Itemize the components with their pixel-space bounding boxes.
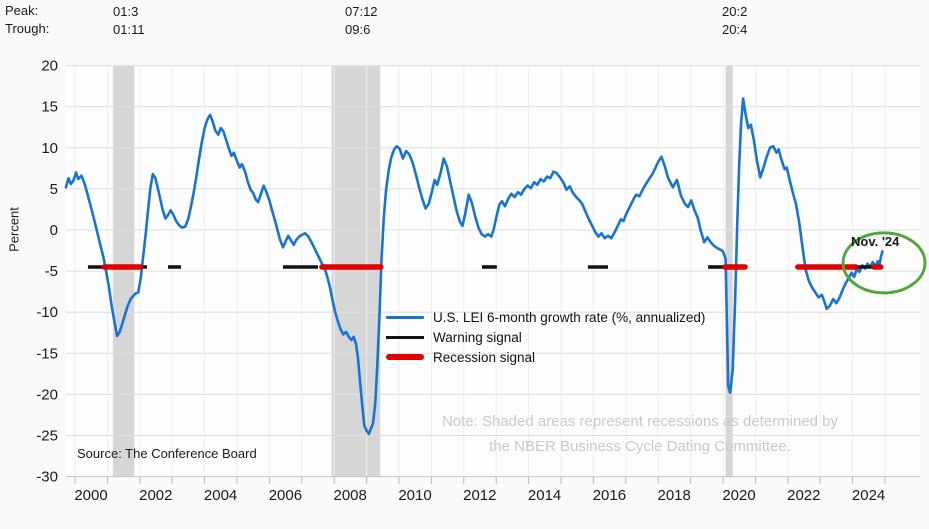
trough-row-label: Trough: (5, 21, 50, 36)
svg-text:10: 10 (41, 140, 58, 157)
svg-text:2006: 2006 (269, 487, 302, 504)
peak-date: 01:3 (113, 4, 139, 19)
trough-date: 20:4 (722, 22, 748, 37)
svg-text:2018: 2018 (658, 487, 691, 504)
svg-text:2004: 2004 (204, 487, 237, 504)
svg-text:2012: 2012 (463, 487, 496, 504)
svg-text:2008: 2008 (334, 487, 367, 504)
legend-item-lei: U.S. LEI 6-month growth rate (%, annuali… (386, 307, 705, 327)
svg-text:-25: -25 (36, 428, 58, 445)
note-line-1: Note: Shaded areas represent recessions … (441, 413, 839, 430)
svg-text:2014: 2014 (528, 487, 561, 504)
source-text: Source: The Conference Board (77, 446, 257, 461)
legend-item-warning: Warning signal (386, 327, 705, 347)
svg-text:2010: 2010 (398, 487, 431, 504)
svg-text:2020: 2020 (722, 487, 755, 504)
svg-text:-30: -30 (36, 469, 58, 486)
svg-text:2022: 2022 (787, 487, 820, 504)
peak-date: 07:12 (345, 4, 378, 19)
svg-text:-5: -5 (45, 263, 58, 280)
trough-date: 09:6 (345, 22, 371, 37)
svg-text:2002: 2002 (139, 487, 172, 504)
y-axis-title: Percent (6, 207, 22, 252)
recession-dates-2008: 07:12 09:6 (345, 3, 378, 39)
svg-text:5: 5 (50, 181, 58, 198)
svg-text:-10: -10 (36, 304, 58, 321)
svg-text:2024: 2024 (852, 487, 885, 504)
recession-dates-2020: 20:2 20:4 (722, 3, 747, 39)
note-line-2: the NBER Business Cycle Dating Committee… (489, 438, 791, 455)
legend-item-recession: Recession signal (386, 347, 705, 367)
peak-date: 20:2 (722, 4, 748, 19)
legend-label: Warning signal (433, 329, 522, 345)
note-text: Note: Shaded areas represent recessions … (400, 409, 880, 459)
nov-24-label: Nov. '24 (851, 234, 900, 249)
svg-text:-15: -15 (36, 345, 58, 362)
legend-label: Recession signal (433, 349, 536, 365)
svg-text:-20: -20 (36, 386, 58, 403)
svg-text:0: 0 (50, 222, 58, 239)
svg-text:15: 15 (41, 99, 58, 116)
trough-date: 01:11 (113, 22, 145, 37)
recession-line-icon (386, 354, 424, 360)
svg-text:2016: 2016 (593, 487, 626, 504)
chart-legend: U.S. LEI 6-month growth rate (%, annuali… (386, 307, 705, 367)
legend-label: U.S. LEI 6-month growth rate (%, annuali… (433, 309, 706, 325)
svg-text:2000: 2000 (74, 487, 107, 504)
lei-line-icon (386, 315, 424, 319)
recession-dates-2001: 01:3 01:11 (113, 3, 145, 39)
warning-line-icon (386, 335, 424, 339)
peak-row-label: Peak: (5, 3, 39, 18)
svg-text:20: 20 (41, 58, 58, 75)
